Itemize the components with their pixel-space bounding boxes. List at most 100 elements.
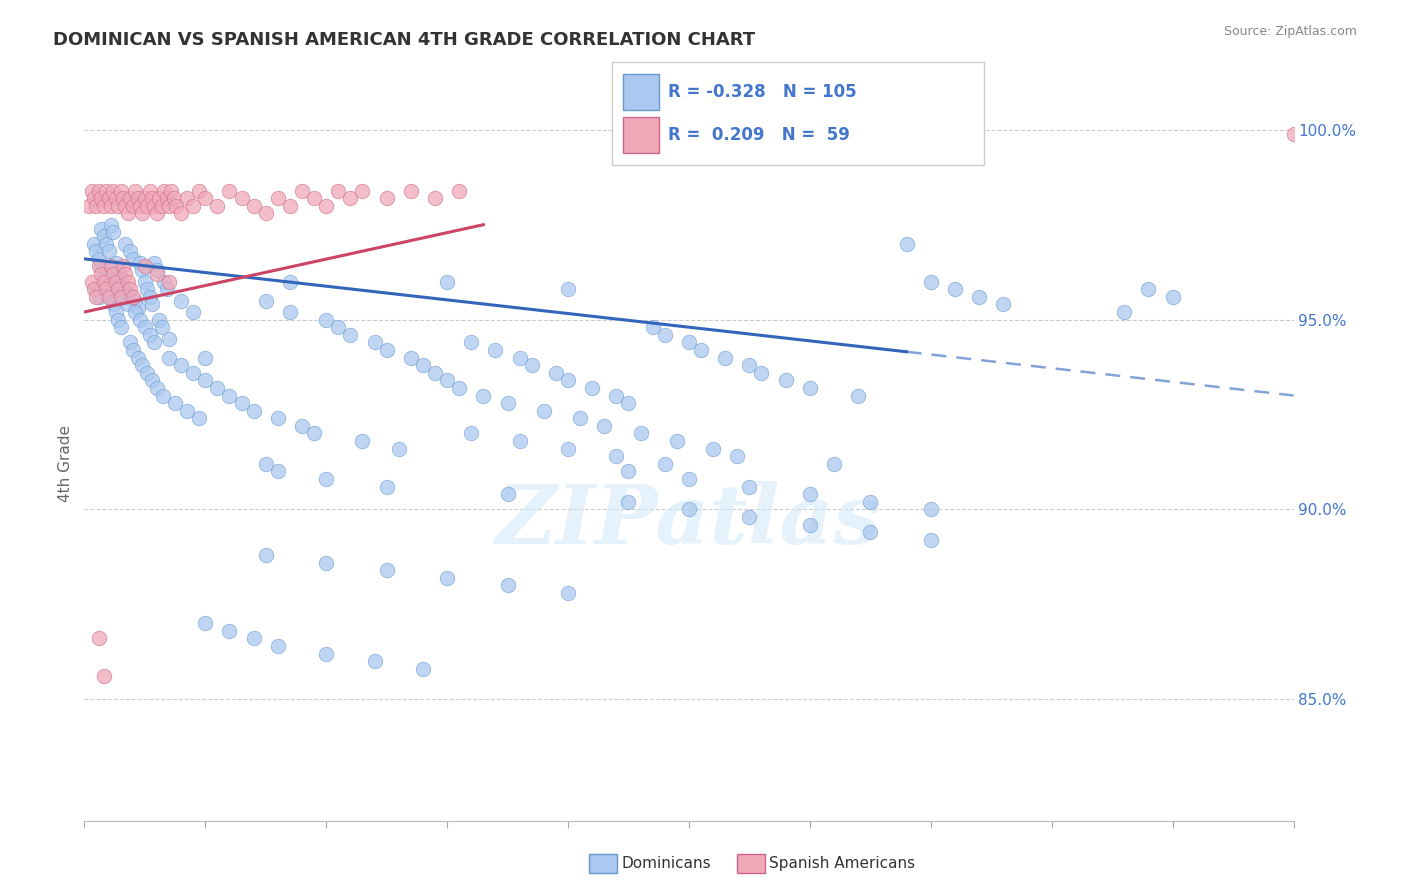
Point: [100, 218, 122, 232]
Point: [136, 282, 159, 296]
Point: [484, 343, 506, 357]
Point: [557, 586, 579, 600]
Point: [194, 616, 217, 631]
Point: [181, 305, 204, 319]
Point: [124, 184, 146, 198]
Point: [328, 320, 350, 334]
Point: [143, 335, 166, 350]
Point: [181, 366, 204, 380]
Point: [496, 578, 519, 592]
Point: [90, 260, 112, 274]
Point: [375, 191, 398, 205]
Point: [157, 199, 180, 213]
Point: [157, 275, 180, 289]
Point: [846, 388, 869, 402]
Point: [112, 260, 135, 274]
Point: [188, 184, 211, 198]
Point: [702, 442, 724, 456]
Point: [278, 275, 301, 289]
Point: [103, 225, 125, 239]
Point: [107, 312, 129, 326]
Point: [150, 320, 173, 334]
Point: [77, 199, 100, 213]
Point: [194, 373, 217, 387]
Point: [544, 366, 567, 380]
Point: [136, 366, 159, 380]
Point: [148, 191, 170, 205]
Point: [129, 312, 152, 326]
Point: [90, 221, 112, 235]
Point: [129, 255, 152, 269]
Point: [714, 351, 737, 365]
Point: [120, 282, 142, 296]
Point: [267, 191, 290, 205]
Point: [375, 343, 398, 357]
Point: [557, 282, 579, 296]
Point: [267, 465, 290, 479]
Point: [90, 191, 112, 205]
Point: [1114, 305, 1136, 319]
Point: [1161, 290, 1184, 304]
Point: [138, 290, 160, 304]
Point: [127, 351, 149, 365]
Point: [751, 366, 773, 380]
Point: [449, 381, 471, 395]
Point: [617, 465, 640, 479]
Text: Source: ZipAtlas.com: Source: ZipAtlas.com: [1223, 25, 1357, 38]
Point: [146, 381, 169, 395]
Point: [423, 191, 446, 205]
Point: [117, 275, 139, 289]
Point: [678, 335, 700, 350]
Point: [859, 495, 882, 509]
Point: [799, 487, 821, 501]
Point: [152, 388, 174, 402]
Point: [97, 282, 120, 296]
Point: [315, 199, 337, 213]
Point: [121, 252, 143, 266]
Point: [654, 327, 676, 342]
Point: [87, 632, 110, 646]
Text: Spanish Americans: Spanish Americans: [769, 856, 915, 871]
Point: [472, 388, 495, 402]
Point: [823, 457, 845, 471]
Point: [254, 293, 277, 308]
Point: [291, 418, 314, 433]
Point: [165, 199, 187, 213]
Point: [315, 647, 337, 661]
Point: [110, 320, 132, 334]
Point: [605, 449, 627, 463]
Point: [93, 267, 115, 281]
Point: [176, 403, 198, 417]
Point: [630, 426, 652, 441]
Point: [114, 267, 136, 281]
Point: [94, 282, 117, 296]
Point: [86, 290, 108, 304]
Point: [218, 624, 240, 638]
Point: [100, 290, 122, 304]
Point: [460, 426, 482, 441]
Point: [436, 275, 458, 289]
Point: [157, 332, 180, 346]
Point: [120, 191, 142, 205]
Text: DOMINICAN VS SPANISH AMERICAN 4TH GRADE CORRELATION CHART: DOMINICAN VS SPANISH AMERICAN 4TH GRADE …: [53, 31, 755, 49]
Point: [617, 396, 640, 410]
Point: [496, 396, 519, 410]
Point: [302, 191, 325, 205]
Point: [141, 191, 163, 205]
Point: [112, 191, 135, 205]
Point: [254, 548, 277, 562]
Point: [302, 426, 325, 441]
Point: [146, 263, 169, 277]
Point: [110, 290, 132, 304]
Point: [80, 184, 103, 198]
Point: [315, 312, 337, 326]
Point: [87, 260, 110, 274]
Point: [138, 184, 160, 198]
Point: [155, 191, 177, 205]
Point: [412, 358, 434, 372]
Point: [117, 297, 139, 311]
Point: [124, 305, 146, 319]
Point: [134, 191, 156, 205]
Point: [110, 184, 132, 198]
Point: [496, 487, 519, 501]
